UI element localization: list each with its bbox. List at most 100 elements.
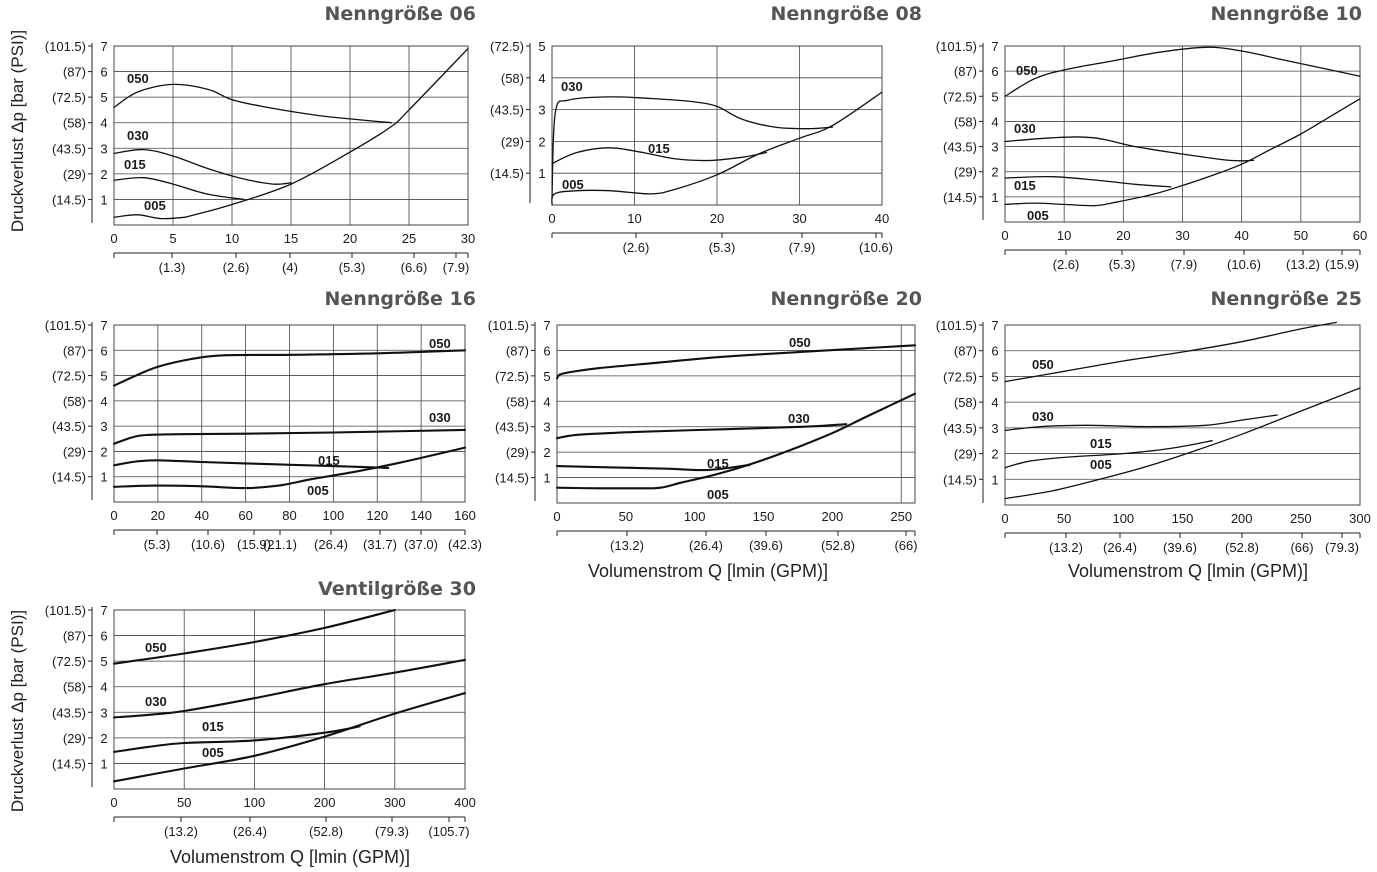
series-line-050	[555, 344, 917, 380]
y-tick-label: 6	[991, 64, 998, 79]
series-label-050: 050	[789, 335, 811, 350]
y-tick-label: 7	[100, 318, 107, 333]
y-secondary-tick-label: (29)	[63, 167, 86, 182]
x-secondary-tick-label: (31.7)	[363, 537, 397, 552]
series-label-030: 030	[429, 410, 451, 425]
series-line-050	[113, 83, 392, 124]
series-label-005: 005	[307, 483, 329, 498]
x-secondary-tick-label: (66)	[894, 538, 917, 553]
series-label-050: 050	[1032, 357, 1054, 372]
x-axis-label: Volumenstrom Q [lmin (GPM)]	[588, 561, 828, 581]
chart-panel-7: Ventilgröße 30 1 (14.5) 2 (29) 3 (43.5) 4 (58) 5 (…	[8, 578, 476, 867]
y-secondary-tick-label: (87)	[954, 64, 977, 79]
chart-title: Nenngröße 16	[325, 288, 476, 310]
x-tick-label: 5	[169, 231, 176, 246]
chart-panel-3: Nenngröße 10 1 (14.5) 2 (29) 3 (43.5) 4 (58) 5 (72…	[936, 3, 1367, 272]
series-line-050	[1004, 321, 1337, 383]
x-tick-label: 250	[1290, 511, 1312, 526]
y-secondary-tick-label: (14.5)	[490, 166, 524, 181]
y-secondary-tick-label: (14.5)	[943, 190, 977, 205]
x-tick-label: 200	[1231, 511, 1253, 526]
y-tick-label: 2	[991, 165, 998, 180]
y-secondary-tick-label: (72.5)	[943, 89, 977, 104]
series-line-005	[113, 214, 186, 220]
y-tick-label: 1	[100, 192, 107, 207]
x-secondary-tick-label: (42.3)	[448, 537, 482, 552]
series-label-015: 015	[318, 453, 340, 468]
y-secondary-tick-label: (87)	[63, 343, 86, 358]
y-secondary-tick-label: (101.5)	[488, 318, 529, 333]
series-line-015	[113, 176, 245, 201]
x-tick-label: 50	[177, 795, 191, 810]
x-secondary-tick-label: (39.6)	[749, 538, 783, 553]
y-tick-label: 2	[538, 134, 545, 149]
y-tick-label: 6	[100, 629, 107, 644]
plot-frame	[113, 609, 466, 790]
x-tick-label: 200	[822, 509, 844, 524]
y-secondary-tick-label: (29)	[501, 134, 524, 149]
x-secondary-tick-label: (4)	[282, 260, 298, 275]
y-secondary-tick-label: (14.5)	[943, 472, 977, 487]
y-tick-label: 4	[100, 394, 107, 409]
series-label-050: 050	[429, 336, 451, 351]
y-tick-label: 4	[100, 680, 107, 695]
x-tick-label: 0	[548, 211, 555, 226]
x-tick-label: 30	[461, 231, 475, 246]
y-secondary-tick-label: (58)	[501, 71, 524, 86]
x-secondary-tick-label: (2.6)	[223, 260, 250, 275]
y-secondary-tick-label: (43.5)	[52, 419, 86, 434]
series-line-050	[112, 349, 467, 387]
x-secondary-tick-label: (26.4)	[314, 537, 348, 552]
chart-panel-5: Nenngröße 20 1 (14.5) 2 (29) 3 (43.5) 4 (58) 5 (72…	[488, 288, 922, 581]
x-tick-label: 20	[710, 211, 724, 226]
y-secondary-tick-label: (101.5)	[45, 39, 86, 54]
y-tick-label: 1	[100, 756, 107, 771]
y-tick-label: 7	[100, 39, 107, 54]
y-tick-label: 3	[100, 705, 107, 720]
y-secondary-tick-label: (29)	[954, 447, 977, 462]
y-tick-label: 1	[991, 190, 998, 205]
y-tick-label: 5	[543, 369, 550, 384]
series-label-050: 050	[1016, 63, 1038, 78]
y-tick-label: 6	[100, 65, 107, 80]
x-tick-label: 120	[366, 508, 388, 523]
x-secondary-tick-label: (39.6)	[1163, 540, 1197, 555]
chart-title: Nenngröße 20	[771, 288, 922, 310]
series-label-015: 015	[1090, 436, 1112, 451]
x-tick-label: 10	[1057, 228, 1071, 243]
x-tick-label: 100	[323, 508, 345, 523]
x-secondary-tick-label: (37.0)	[404, 537, 438, 552]
x-secondary-tick-label: (2.6)	[1053, 257, 1080, 272]
x-secondary-tick-label: (52.8)	[1225, 540, 1259, 555]
x-axis-label: Volumenstrom Q [lmin (GPM)]	[170, 847, 410, 867]
plot-frame	[556, 324, 916, 504]
series-line-005	[555, 392, 917, 490]
x-tick-label: 10	[225, 231, 239, 246]
x-tick-label: 250	[890, 509, 912, 524]
x-tick-label: 50	[619, 509, 633, 524]
x-secondary-tick-label: (7.9)	[443, 260, 470, 275]
y-secondary-tick-label: (58)	[63, 116, 86, 131]
series-label-005: 005	[1027, 208, 1049, 223]
y-tick-label: 4	[543, 394, 550, 409]
x-tick-label: 400	[454, 795, 476, 810]
x-secondary-tick-label: (13.2)	[1286, 257, 1320, 272]
y-tick-label: 5	[100, 369, 107, 384]
y-secondary-tick-label: (43.5)	[490, 103, 524, 118]
y-tick-label: 3	[991, 421, 998, 436]
x-tick-label: 150	[1172, 511, 1194, 526]
y-tick-label: 5	[991, 89, 998, 104]
x-tick-label: 300	[384, 795, 406, 810]
y-secondary-tick-label: (43.5)	[52, 141, 86, 156]
y-secondary-tick-label: (87)	[63, 65, 86, 80]
x-secondary-tick-label: (15.9)	[1325, 257, 1359, 272]
x-tick-label: 25	[402, 231, 416, 246]
y-secondary-tick-label: (101.5)	[936, 39, 977, 54]
x-tick-label: 50	[1057, 511, 1071, 526]
y-secondary-tick-label: (58)	[954, 114, 977, 129]
x-tick-label: 40	[195, 508, 209, 523]
series-line-030	[555, 423, 848, 440]
series-label-015: 015	[202, 719, 224, 734]
series-label-030: 030	[1032, 409, 1054, 424]
y-tick-label: 1	[100, 470, 107, 485]
